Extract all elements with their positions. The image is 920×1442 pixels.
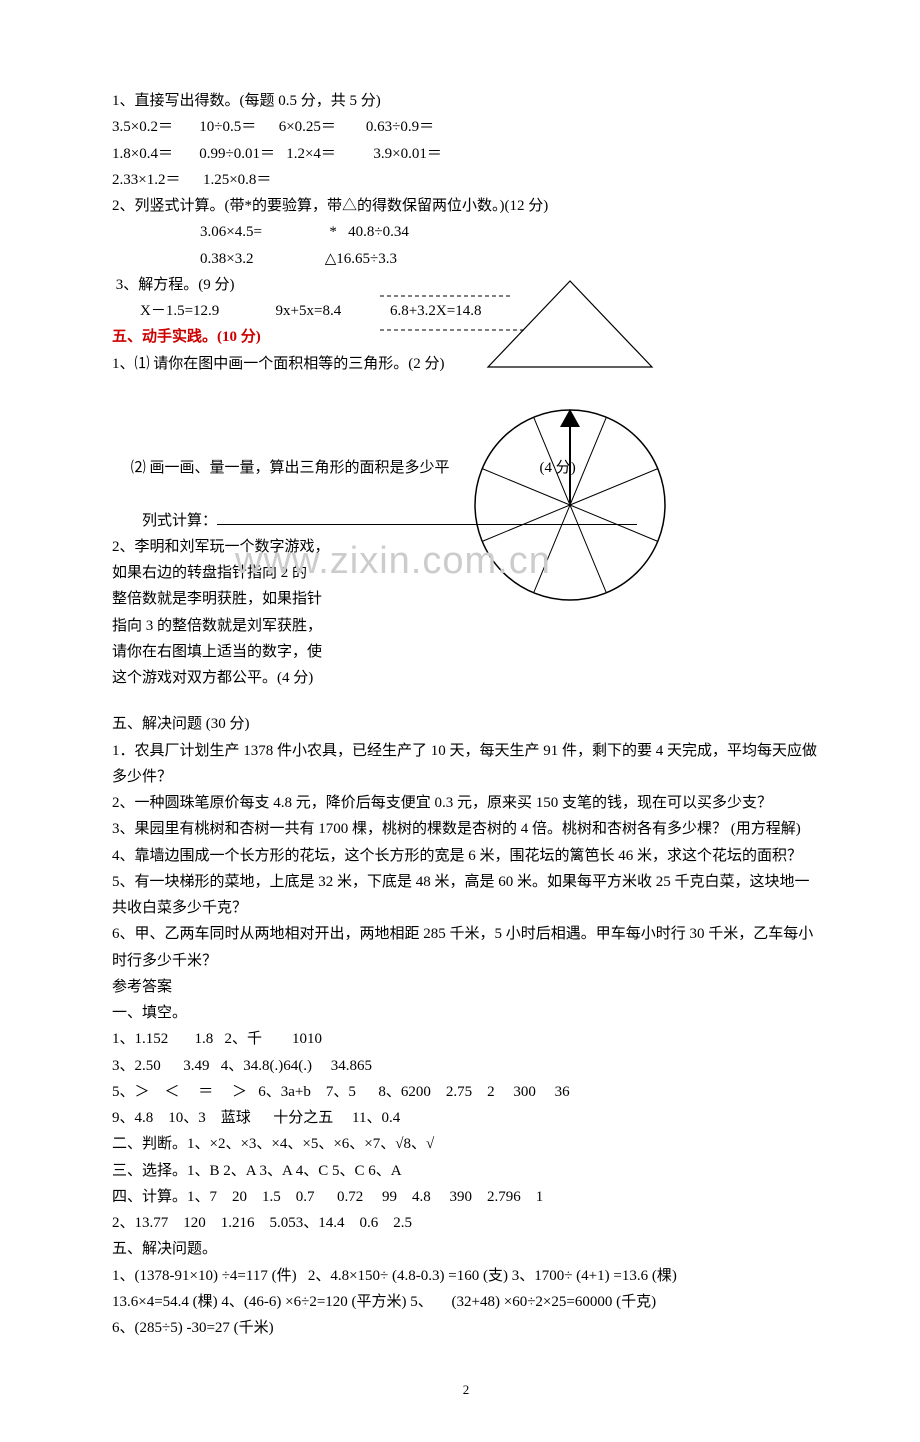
ans-solve-header: 五、解决问题。 [112, 1236, 820, 1262]
q1-row1: 3.5×0.2＝ 10÷0.5＝ 6×0.25＝ 0.63÷0.9＝ [112, 114, 820, 140]
q3-row1: X－1.5=12.9 9x+5x=8.4 6.8+3.2X=14.8 [112, 298, 820, 324]
ans-fill-1: 1、1.152 1.8 2、千 1010 [112, 1026, 820, 1052]
ans-fill-3: 5、＞ ＜ ＝ ＞ 6、3a+b 7、5 8、6200 2.75 2 300 3… [112, 1079, 820, 1105]
ans-solve-2: 13.6×4=54.4 (棵) 4、(46-6) ×6÷2=120 (平方米) … [112, 1289, 820, 1315]
p2-l5: 请你在右图填上适当的数字，使 [112, 639, 820, 665]
solve-3: 3、果园里有桃树和杏树一共有 1700 棵，桃树的棵数是杏树的 4 倍。桃树和杏… [112, 816, 820, 842]
q1-row2: 1.8×0.4＝ 0.99÷0.01＝ 1.2×4＝ 3.9×0.01＝ [112, 141, 820, 167]
q1-row3: 2.33×1.2＝ 1.25×0.8＝ [112, 167, 820, 193]
ans-fill-4: 9、4.8 10、3 蓝球 十分之五 11、0.4 [112, 1105, 820, 1131]
solve-5: 5、有一块梯形的菜地，上底是 32 米，下底是 48 米，高是 60 米。如果每… [112, 869, 820, 922]
ans-judge: 二、判断。1、×2、×3、×4、×5、×6、×7、√8、√ [112, 1131, 820, 1157]
p1-2-text: ⑵ 画一画、量一量，算出三角形的面积是多少平 [120, 460, 450, 476]
p1-calc-label: 列式计算： [120, 513, 218, 529]
ans-choice: 三、选择。1、B 2、A 3、A 4、C 5、C 6、A [112, 1158, 820, 1184]
ans-solve-1: 1、(1378-91×10) ÷4=117 (件) 2、4.8×150÷ (4.… [112, 1263, 820, 1289]
solve-4: 4、靠墙边围成一个长方形的花坛，这个长方形的宽是 6 米，围花坛的篱笆长 46 … [112, 843, 820, 869]
ans-calc-2: 2、13.77 120 1.216 5.053、14.4 0.6 2.5 [112, 1210, 820, 1236]
p2-l4: 指向 3 的整倍数就是刘军获胜， [112, 613, 820, 639]
q2-row2: 0.38×3.2 △16.65÷3.3 [112, 246, 820, 272]
triangle-shape [480, 277, 660, 372]
ans-calc-1: 四、计算。1、7 20 1.5 0.7 0.72 99 4.8 390 2.79… [112, 1184, 820, 1210]
section5-header: 五、动手实践。(10 分) [112, 324, 820, 350]
q2-row1: 3.06×4.5= * 40.8÷0.34 [112, 219, 820, 245]
ans-fill-2: 3、2.50 3.49 4、34.8(.)64(.) 34.865 [112, 1053, 820, 1079]
solve-1: 1．农具厂计划生产 1378 件小农具，已经生产了 10 天，每天生产 91 件… [112, 738, 820, 791]
q1-header: 1、直接写出得数。(每题 0.5 分，共 5 分) [112, 88, 820, 114]
sec5b-header: 五、解决问题 (30 分) [112, 711, 820, 737]
p1-1: 1、⑴ 请你在图中画一个面积相等的三角形。(2 分) [112, 351, 820, 377]
solve-6: 6、甲、乙两车同时从两地相对开出，两地相距 285 千米，5 小时后相遇。甲车每… [112, 921, 820, 974]
page-number: 2 [112, 1379, 820, 1402]
solve-2: 2、一种圆珠笔原价每支 4.8 元，降价后每支便宜 0.3 元，原来买 150 … [112, 790, 820, 816]
answers-header: 参考答案 [112, 974, 820, 1000]
p2-l6: 这个游戏对双方都公平。(4 分) [112, 665, 820, 691]
q3-header: 3、解方程。(9 分) [112, 272, 820, 298]
q2-header: 2、列竖式计算。(带*的要验算，带△的得数保留两位小数。)(12 分) [112, 193, 820, 219]
ans-solve-3: 6、(285÷5) -30=27 (千米) [112, 1315, 820, 1341]
spinner-wheel [460, 395, 680, 610]
ans-fill-header: 一、填空。 [112, 1000, 820, 1026]
